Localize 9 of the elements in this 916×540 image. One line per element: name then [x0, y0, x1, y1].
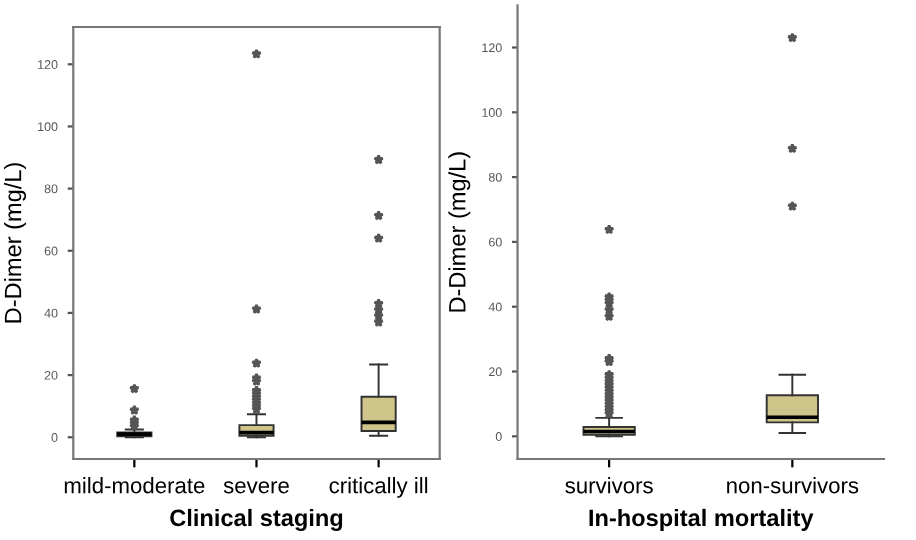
- y-axis-title: D-Dimer (mg/L): [448, 152, 471, 312]
- x-tick-label: non-survivors: [727, 477, 859, 494]
- y-axis-title: D-Dimer (mg/L): [4, 163, 27, 323]
- x-tick-label: survivors: [565, 477, 653, 494]
- x-tick-label: mild-moderate: [64, 477, 205, 494]
- x-axis-title: In-hospital mortality: [589, 508, 814, 531]
- x-axis-title: Clinical staging: [170, 508, 343, 531]
- x-tick-label: critically ill: [329, 477, 428, 498]
- x-tick-label: severe: [223, 481, 289, 494]
